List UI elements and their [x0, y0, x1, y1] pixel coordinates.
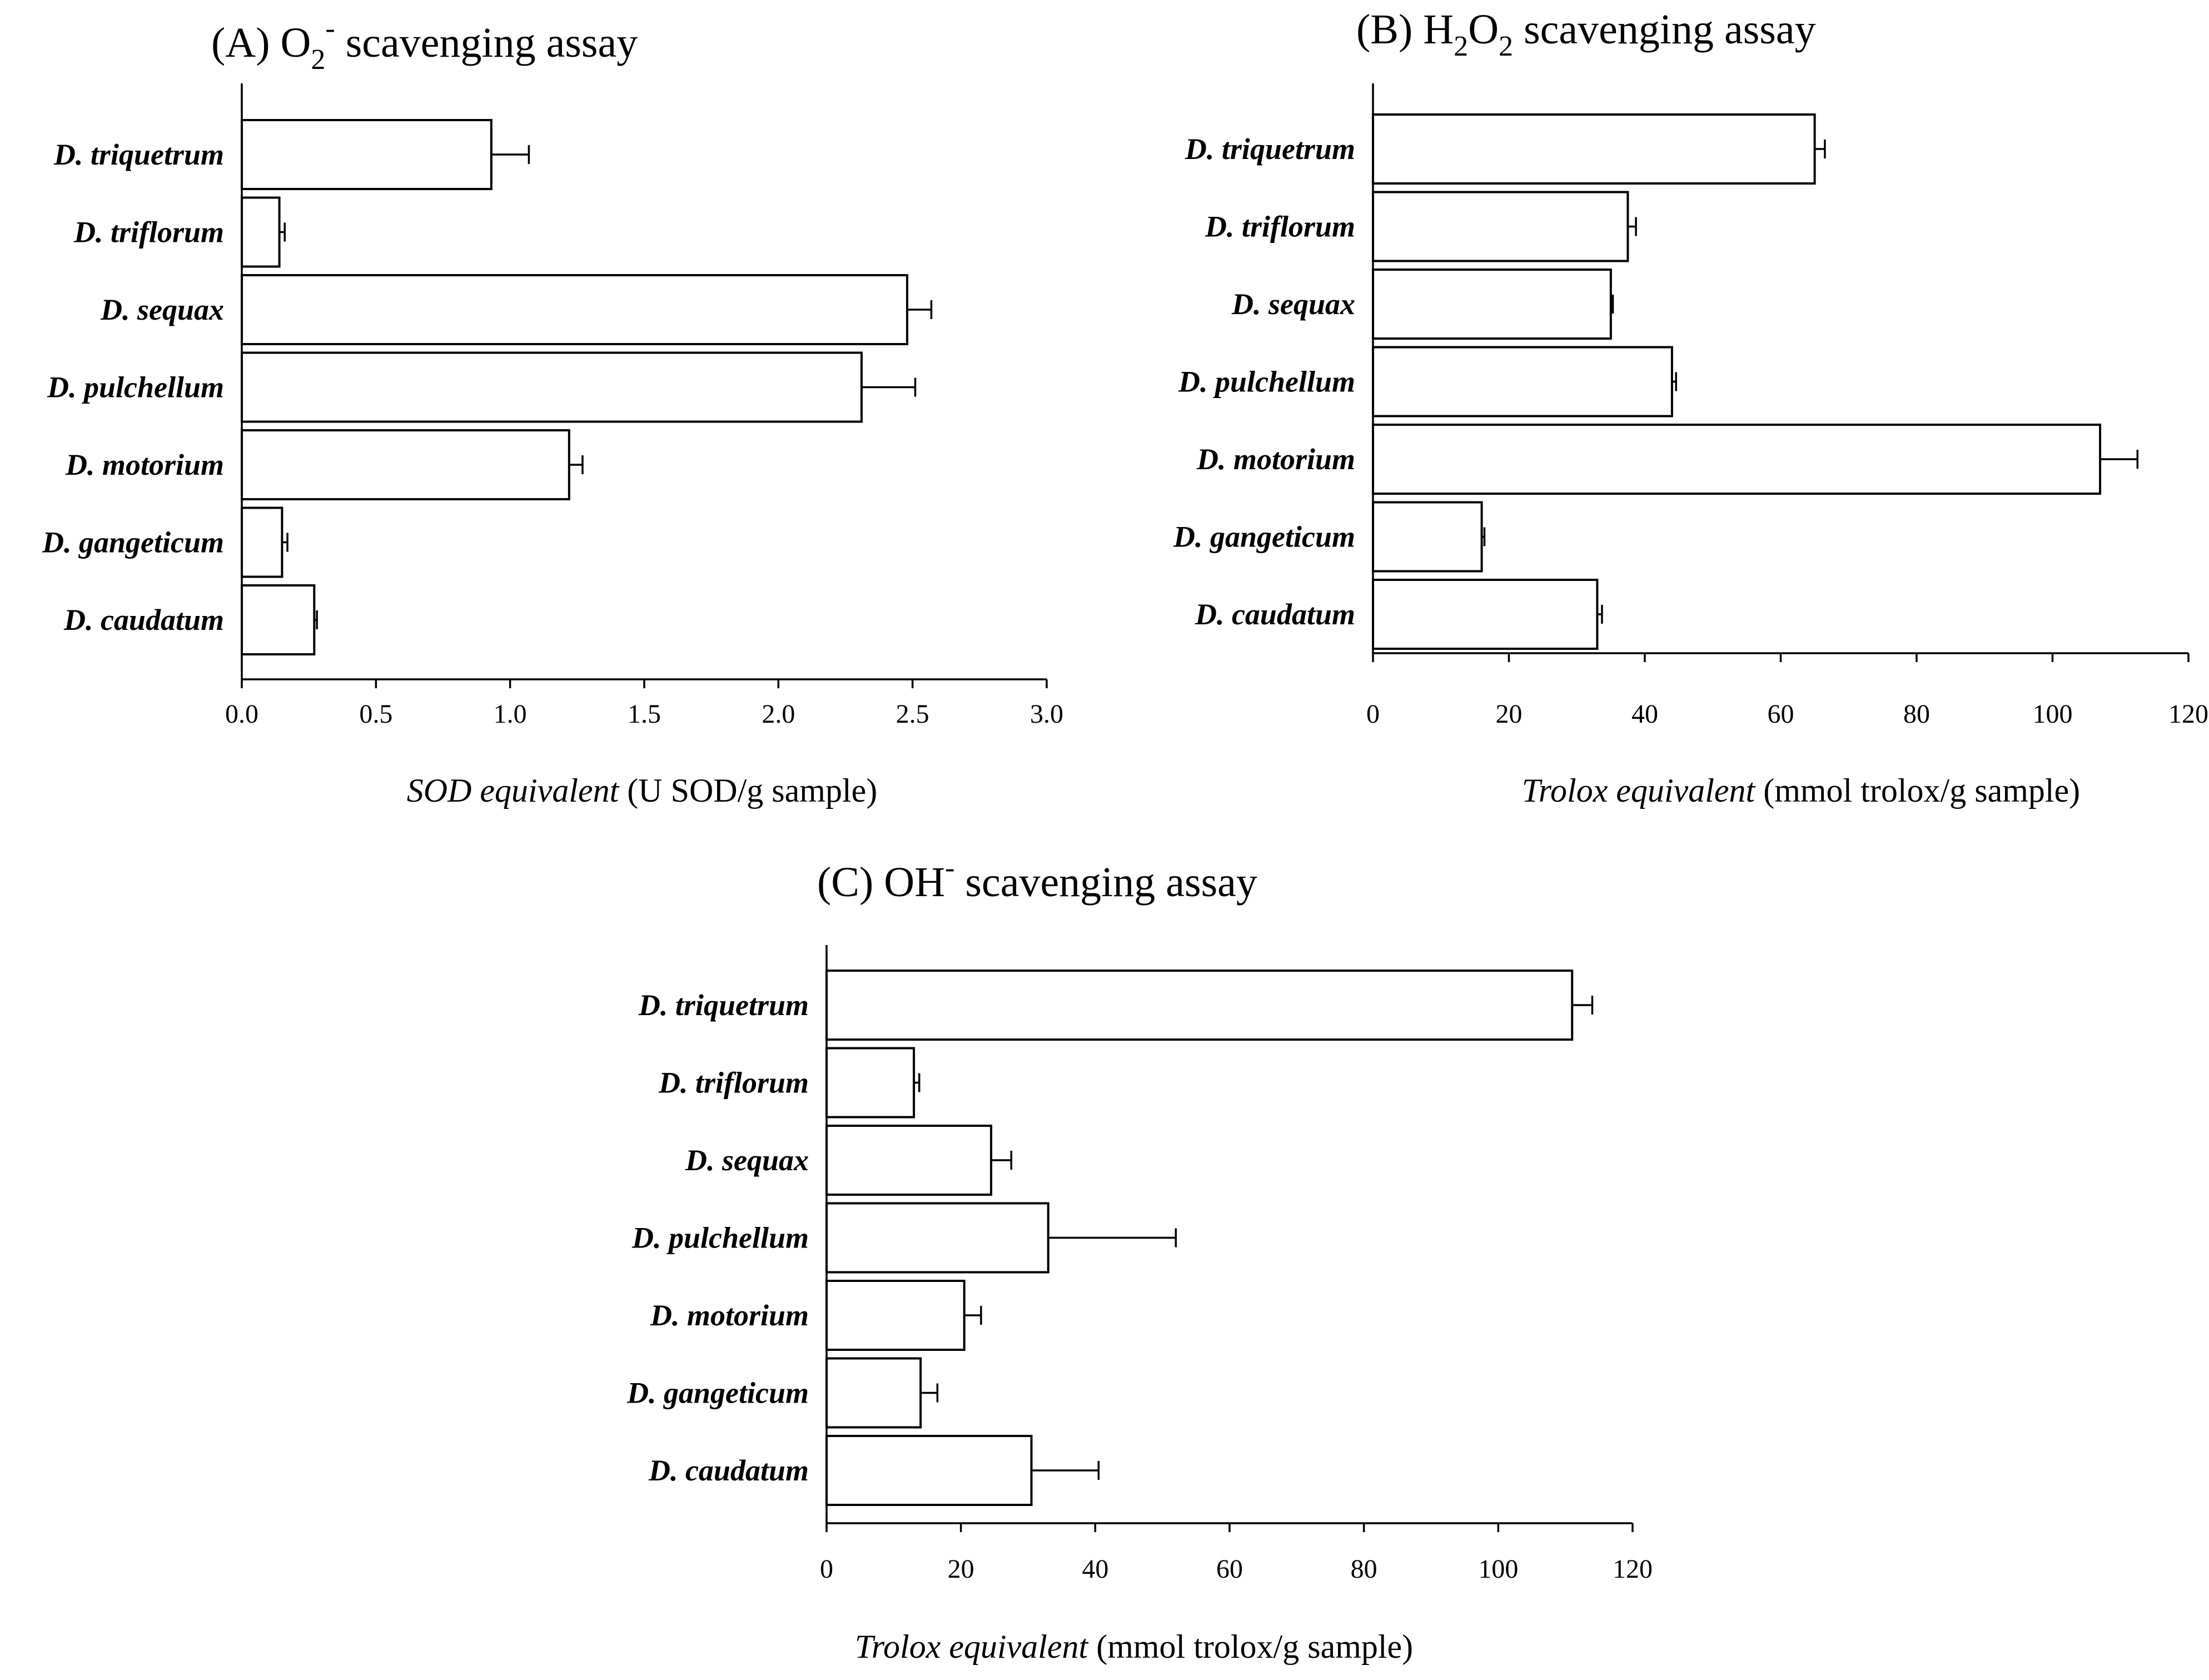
panel-c-chart: (C) OH- scavenging assay D. triquetrumD.…: [626, 852, 1653, 1665]
panel-a-title: (A) O2- scavenging assay: [211, 13, 638, 76]
category-label: D. sequax: [100, 293, 224, 326]
panel-c-title: (C) OH- scavenging assay: [817, 852, 1257, 906]
category-label: D. caudatum: [648, 1454, 809, 1487]
panel-b-x-ticks: 0 20 40 60 80 100 120: [1366, 653, 2208, 729]
x-tick-label: 0.5: [359, 699, 392, 729]
bar: [241, 584, 316, 655]
panel-b-chart: (B) H2O2 scavenging assay D. triquetrumD…: [1173, 6, 2208, 809]
category-label: D. pulchellum: [631, 1221, 809, 1255]
panel-a-error-bars: [279, 145, 933, 629]
x-tick-label: 40: [1082, 1554, 1108, 1584]
bar: [825, 970, 1574, 1041]
panel-b-bars: [1372, 113, 2102, 650]
x-tick-label: 3.0: [1030, 699, 1063, 729]
bar: [1372, 191, 1629, 262]
bar: [1372, 113, 1816, 185]
category-label: D. gangeticum: [1173, 520, 1355, 554]
category-label: D. triflorum: [1205, 210, 1355, 243]
bar: [1372, 269, 1612, 340]
bar: [1372, 346, 1673, 417]
x-tick-label: 60: [1768, 699, 1794, 729]
category-label: D. triquetrum: [53, 138, 224, 171]
category-label: D. pulchellum: [1178, 365, 1355, 399]
category-label: D. triquetrum: [638, 988, 809, 1022]
panel-a-category-labels: D. triquetrum D. triflorum D. sequax D. pul…: [42, 138, 224, 637]
category-label: D. triflorum: [73, 216, 224, 249]
bar: [241, 196, 281, 268]
bar: [241, 274, 909, 345]
panel-a-chart: (A) O2- scavenging assay D. triquetrumD.…: [42, 13, 1063, 809]
x-tick-label: 120: [1613, 1554, 1653, 1584]
panel-c-bars: [825, 970, 1574, 1506]
panel-b-error-bars: [1481, 140, 2139, 624]
category-label: D. caudatum: [63, 603, 224, 637]
panel-b-category-labels: D. triquetrum D. triflorum D. sequax D. pul…: [1173, 132, 1355, 631]
bar: [1372, 501, 1483, 573]
panel-b-x-axis-label: Trolox equivalent (mmol trolox/g sample): [1522, 772, 2080, 809]
x-tick-label: 1.5: [628, 699, 661, 729]
x-tick-label: 0.0: [225, 699, 258, 729]
bar: [825, 1357, 922, 1429]
bar: [241, 119, 492, 190]
bar: [241, 351, 863, 423]
x-tick-label: 0: [820, 1554, 833, 1584]
category-label: D. pulchellum: [47, 371, 224, 404]
panel-c-x-axis-label: Trolox equivalent (mmol trolox/g sample): [855, 1628, 1413, 1665]
bar: [1372, 424, 2102, 495]
x-tick-label: 80: [1351, 1554, 1377, 1584]
category-label: D. triflorum: [658, 1066, 809, 1100]
x-tick-label: 1.0: [494, 699, 527, 729]
category-label: D. gangeticum: [42, 526, 224, 559]
x-tick-label: 2.0: [762, 699, 795, 729]
panel-b-title: (B) H2O2 scavenging assay: [1356, 6, 1816, 62]
x-tick-label: 100: [2033, 699, 2073, 729]
panel-c-error-bars: [914, 996, 1594, 1480]
panel-a-x-ticks: 0.0 0.5 1.0 1.5 2.0 2.5 3.0: [225, 679, 1063, 729]
bar: [825, 1202, 1049, 1274]
x-tick-label: 60: [1216, 1554, 1243, 1584]
bar: [241, 429, 570, 500]
x-tick-label: 20: [948, 1554, 974, 1584]
panel-c-category-labels: D. triquetrum D. triflorum D. sequax D. pul…: [626, 988, 809, 1487]
panel-a-bars: [241, 119, 909, 655]
category-label: D. sequax: [1231, 287, 1355, 321]
x-tick-label: 0: [1366, 699, 1380, 729]
x-tick-label: 40: [1631, 699, 1658, 729]
x-tick-label: 2.5: [896, 699, 929, 729]
category-label: D. caudatum: [1195, 598, 1355, 631]
bar: [825, 1125, 993, 1196]
panel-c-x-ticks: 0 20 40 60 80 100 120: [820, 1523, 1653, 1584]
category-label: D. sequax: [685, 1144, 809, 1177]
bar: [825, 1047, 916, 1119]
x-tick-label: 120: [2168, 699, 2208, 729]
bar: [241, 506, 283, 578]
category-label: D. motorium: [1196, 443, 1355, 476]
category-label: D. motorium: [650, 1299, 809, 1332]
category-label: D. gangeticum: [626, 1376, 809, 1410]
category-label: D. triquetrum: [1185, 132, 1355, 166]
x-tick-label: 100: [1478, 1554, 1518, 1584]
bar: [825, 1435, 1033, 1506]
panel-a-x-axis-label: SOD equivalent (U SOD/g sample): [407, 772, 878, 809]
x-tick-label: 80: [1903, 699, 1930, 729]
x-tick-label: 20: [1496, 699, 1523, 729]
bar: [825, 1280, 966, 1351]
category-label: D. motorium: [65, 448, 224, 481]
bar: [1372, 579, 1599, 650]
